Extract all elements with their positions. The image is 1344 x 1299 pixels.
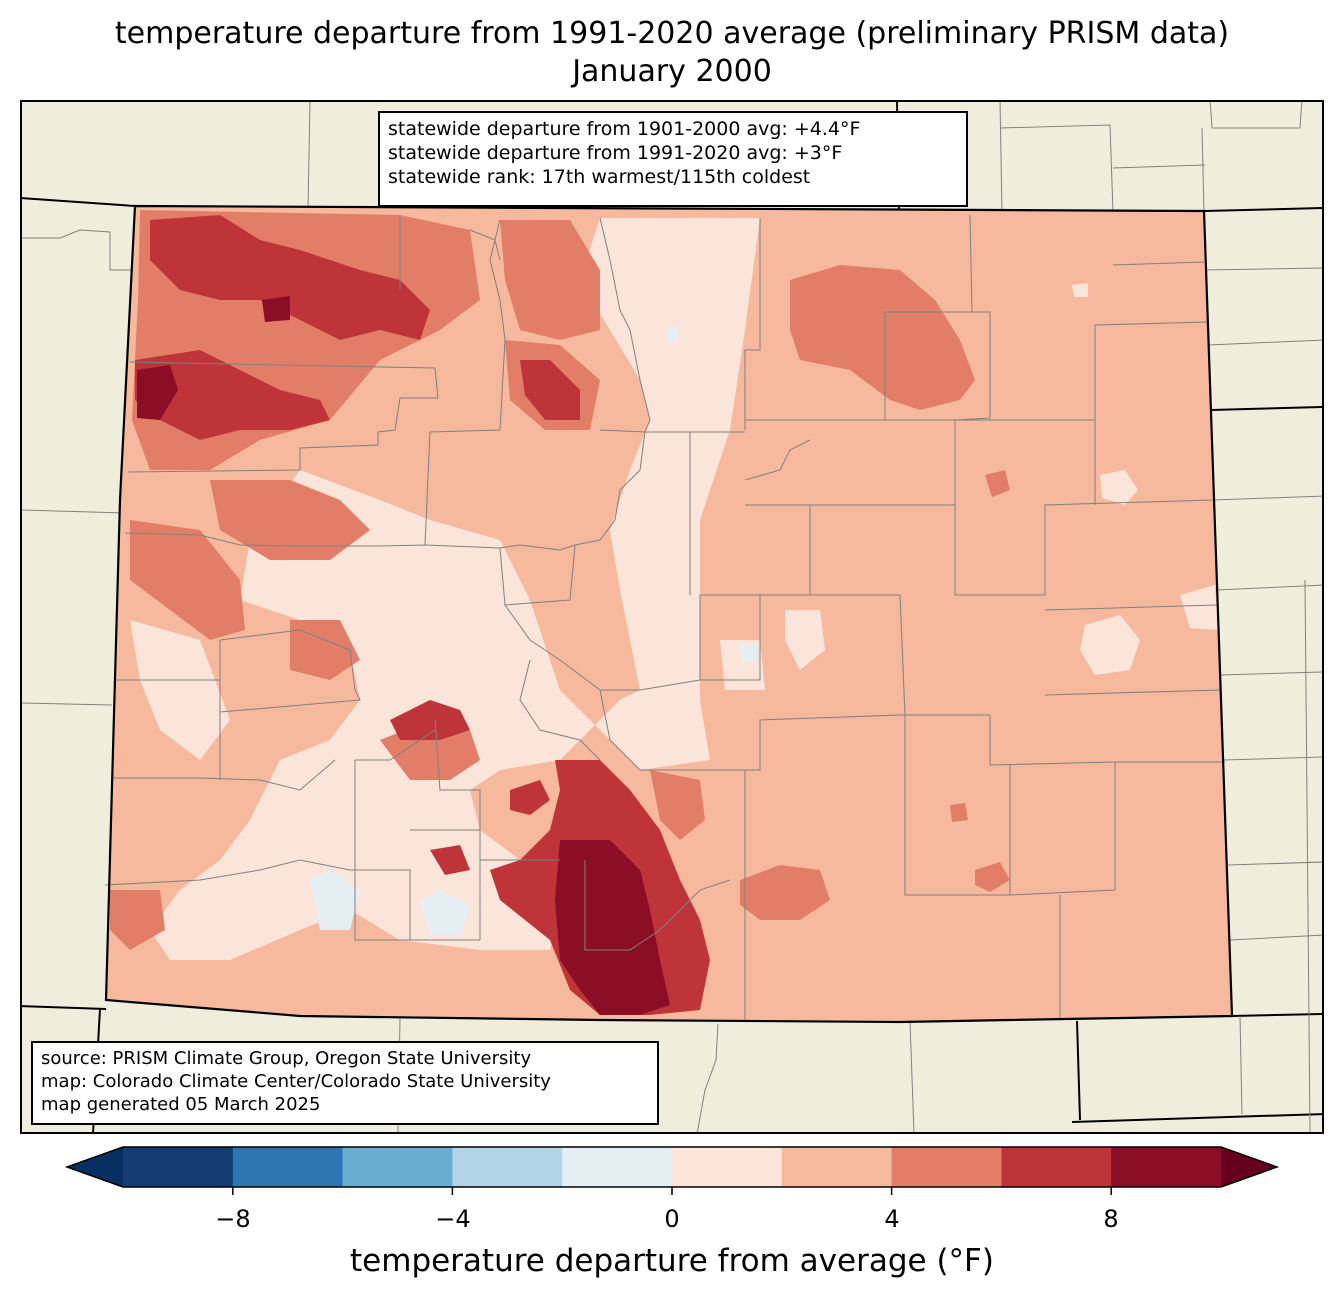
stats-departure-1901-2000: statewide departure from 1901-2000 avg: … (388, 118, 861, 140)
colorbar-under-arrow (67, 1147, 123, 1187)
statewide-stats-box: statewide departure from 1901-2000 avg: … (378, 111, 968, 207)
colorbar-segment (1001, 1147, 1112, 1187)
stats-rank: statewide rank: 17th warmest/115th colde… (388, 166, 811, 188)
map-panel (20, 100, 1324, 1134)
colorbar-segment (562, 1147, 673, 1187)
colorbar-segment (342, 1147, 453, 1187)
map-title: temperature departure from 1991-2020 ave… (114, 16, 1230, 51)
credits-source: source: PRISM Climate Group, Oregon Stat… (41, 1048, 532, 1069)
colorado-border (104, 204, 1234, 1024)
colorbar-segment (672, 1147, 783, 1187)
colorbar-segment (123, 1147, 234, 1187)
colorbar-tick-label: −8 (215, 1205, 251, 1233)
colorbar-tick-label: 0 (664, 1205, 680, 1233)
colorbar-segment (781, 1147, 893, 1187)
colorbar-segment (891, 1147, 1002, 1187)
colorbar-segment (452, 1147, 563, 1187)
colorbar-segment (232, 1147, 344, 1187)
colorbar-tick-label: −4 (435, 1205, 471, 1233)
colorbar-tick-label: 4 (884, 1205, 900, 1233)
stats-departure-1991-2020: statewide departure from 1991-2020 avg: … (388, 142, 843, 164)
colorbar-segment (1111, 1147, 1222, 1187)
colorado-county-lines (104, 214, 1225, 1020)
map-canvas (22, 102, 1322, 1132)
colorbar-outline (64, 1146, 1280, 1188)
colorbar-label: temperature departure from average (°F) (350, 1243, 994, 1279)
credits-generated: map generated 05 March 2025 (41, 1094, 321, 1115)
colorbar-over-arrow (1221, 1147, 1277, 1187)
map-subtitle: January 2000 (572, 54, 772, 89)
credits-box: source: PRISM Climate Group, Oregon Stat… (31, 1041, 659, 1125)
colorbar (64, 1146, 1280, 1195)
colorbar-tick-label: 8 (1103, 1205, 1119, 1233)
credits-map: map: Colorado Climate Center/Colorado St… (41, 1071, 551, 1092)
temperature-contours (110, 210, 1218, 1015)
